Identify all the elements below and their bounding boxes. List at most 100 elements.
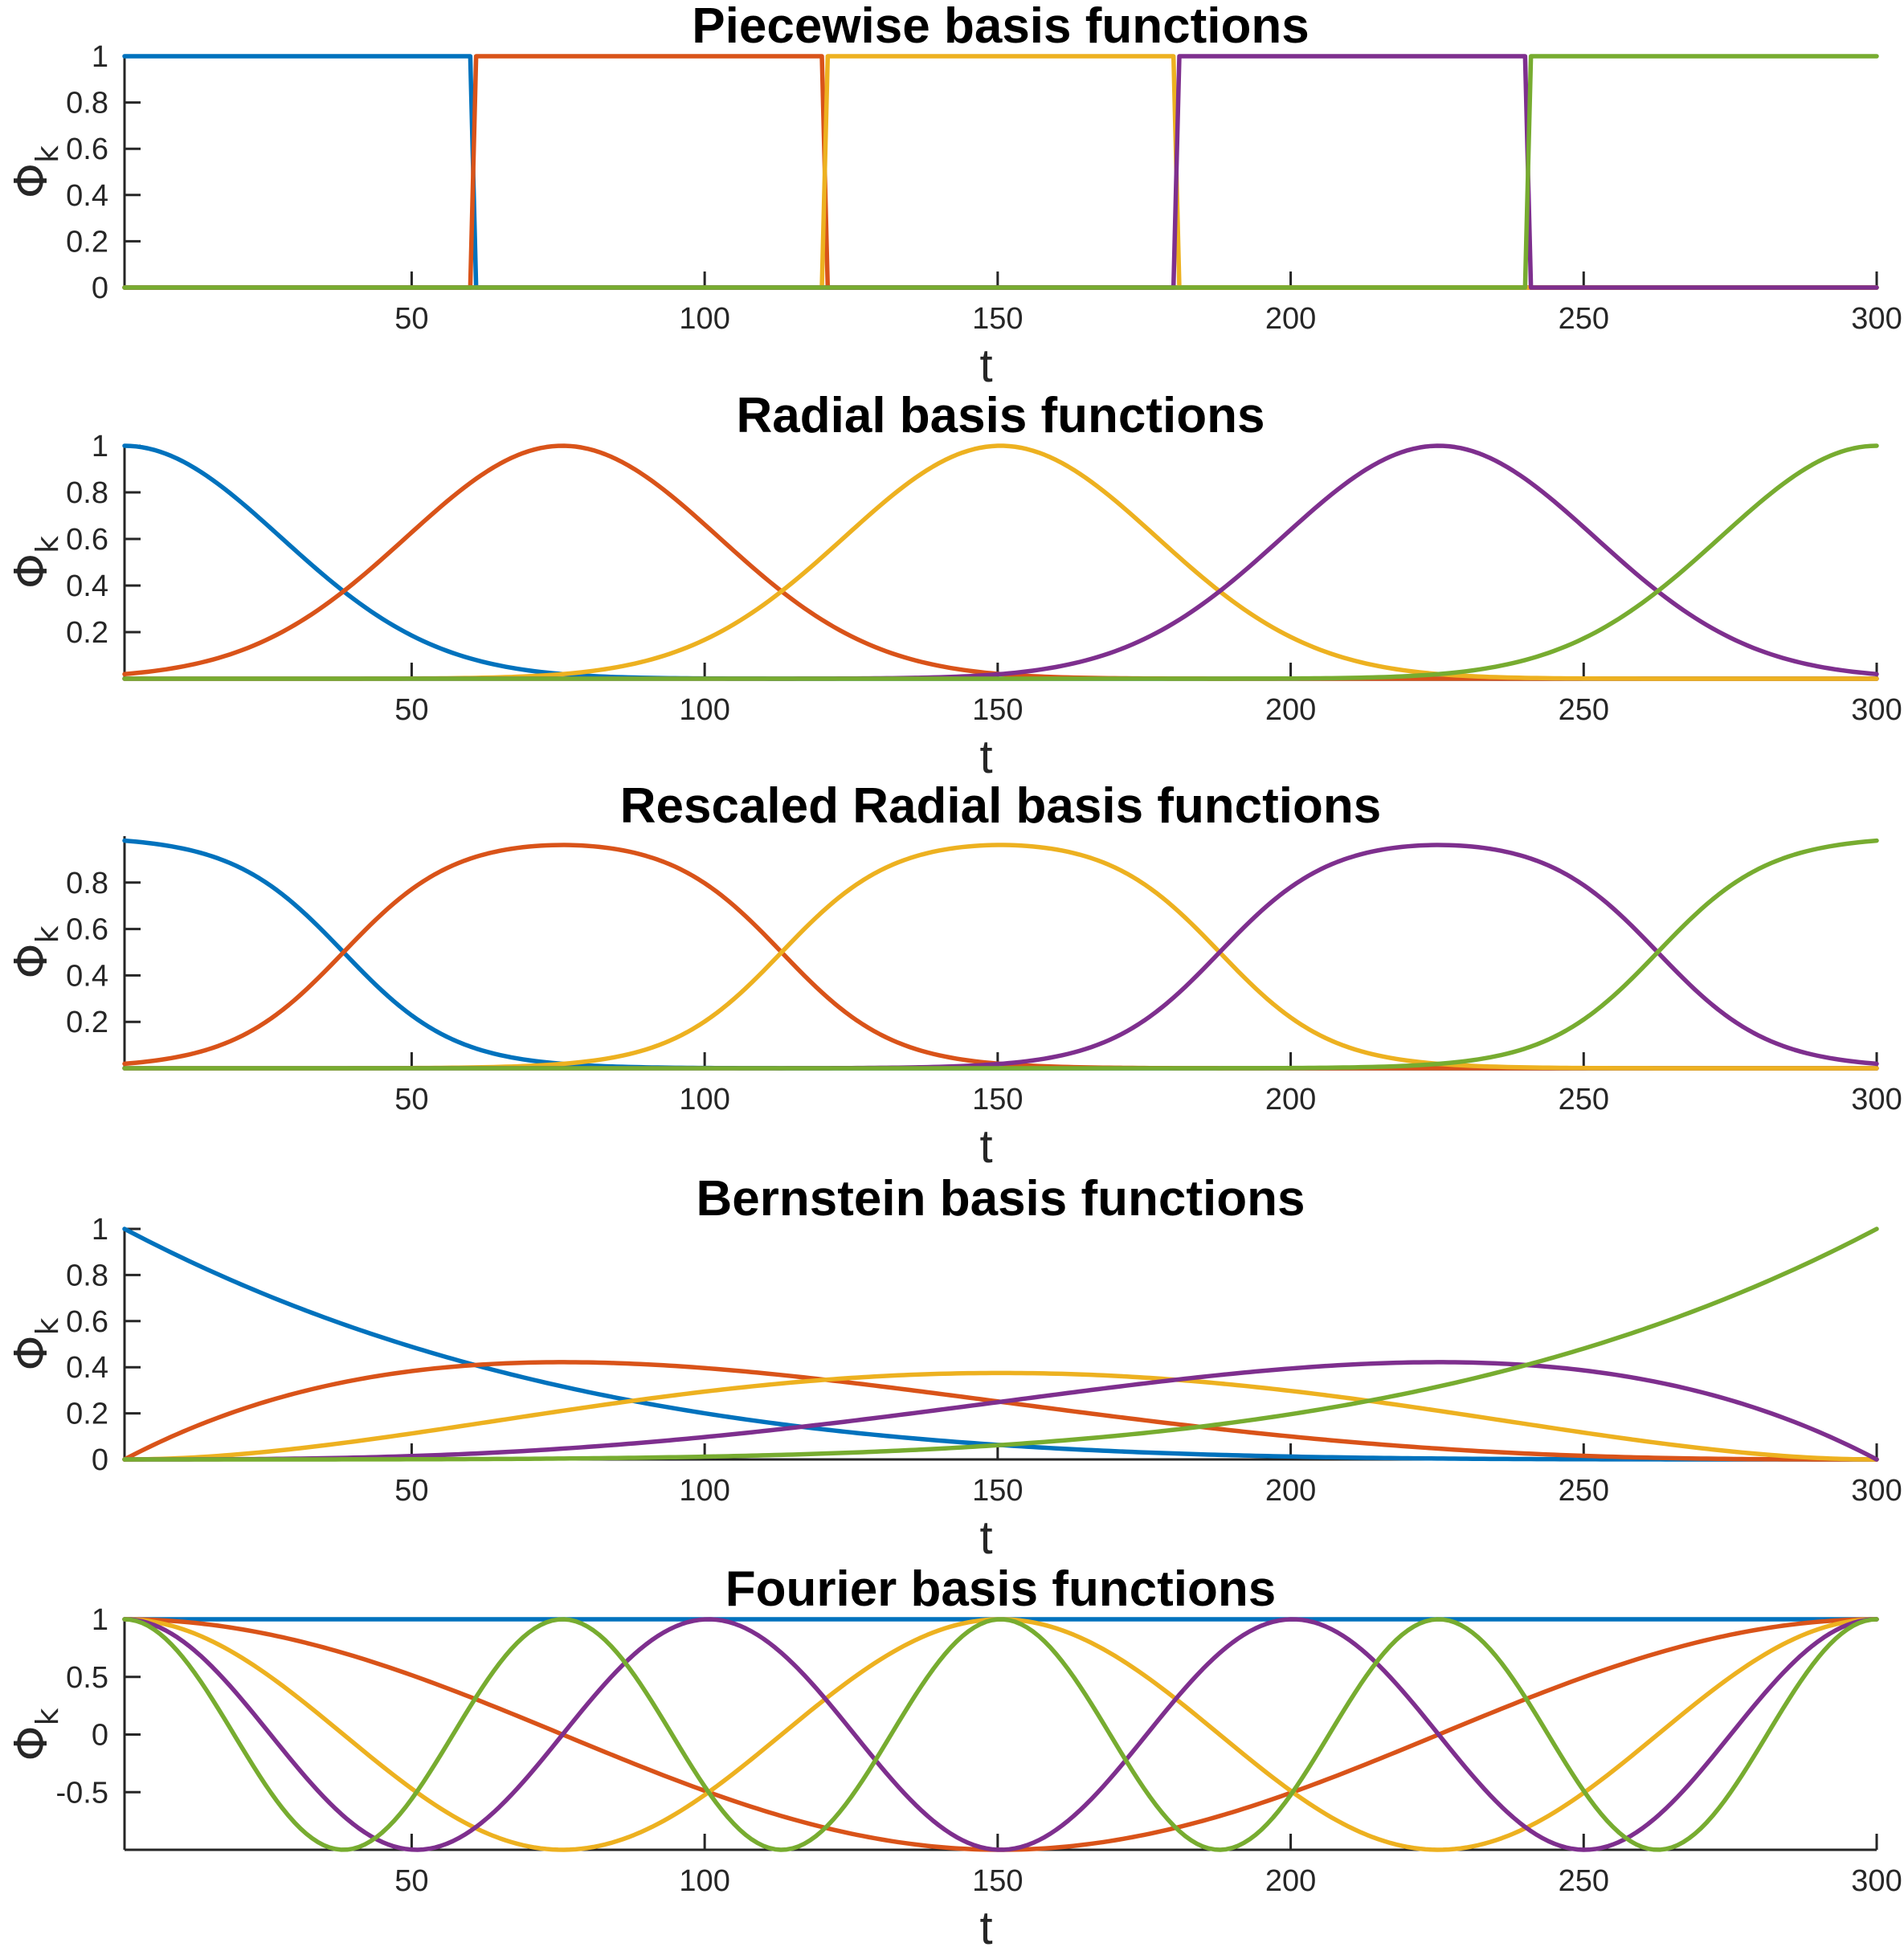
x-tick-label: 250 [1559, 693, 1609, 727]
series-line-k5 [122, 1227, 1879, 1462]
series-line-k2 [122, 443, 1879, 681]
chart-panel-1: Piecewise basis functions 50 100 150 200 250 3… [6, 0, 1902, 392]
y-tick-label: 0 [92, 1443, 108, 1477]
x-tick-label: 100 [679, 302, 729, 336]
series-line-k1 [122, 1227, 1879, 1462]
y-tick-label: 0.2 [66, 225, 108, 259]
x-tick-label: 150 [972, 1083, 1023, 1116]
x-tick-label: 300 [1851, 302, 1902, 336]
x-tick-label: 150 [972, 693, 1023, 727]
y-axis-label: Φk [6, 536, 65, 589]
x-tick-label: 300 [1851, 1864, 1902, 1898]
y-tick-label: 0 [92, 1719, 108, 1753]
x-tick-label: 100 [679, 693, 729, 727]
x-axis-label: t [979, 1902, 992, 1951]
x-axis-label: t [979, 1120, 992, 1173]
series-line-k4 [122, 443, 1879, 681]
x-tick-label: 250 [1559, 302, 1609, 336]
y-tick-label: 0.4 [66, 569, 108, 603]
chart-panel-4: Bernstein basis functions 50 100 150 200 250 3… [6, 1171, 1902, 1564]
chart-panel-2: Radial basis functions 50 100 150 200 250 300 0… [6, 388, 1902, 783]
x-tick-label: 100 [679, 1083, 729, 1116]
series-line-k4 [122, 1617, 1879, 1852]
chart-title: Bernstein basis functions [697, 1171, 1305, 1227]
y-axis-label-symbol: Φ [6, 1725, 58, 1761]
x-tick-label: 100 [679, 1864, 729, 1898]
y-tick-label: -0.5 [56, 1776, 108, 1810]
chart-title: Rescaled Radial basis functions [620, 778, 1382, 834]
series-line-k2 [122, 54, 1879, 290]
series-line-k1 [122, 838, 1879, 1071]
y-tick-label: 0.8 [66, 867, 108, 900]
y-tick-label: 0.2 [66, 1006, 108, 1039]
x-tick-label: 200 [1265, 693, 1316, 727]
series-line-k4 [122, 54, 1879, 290]
series-line-k5 [122, 1617, 1879, 1852]
x-tick-label: 100 [679, 1474, 729, 1508]
y-axis-label-symbol: Φ [6, 943, 58, 978]
y-tick-label: 0.5 [66, 1661, 108, 1695]
x-tick-label: 300 [1851, 693, 1902, 727]
chart-panel-3: Rescaled Radial basis functions 50 100 150 2… [6, 778, 1902, 1173]
series-line-k3 [122, 443, 1879, 681]
x-tick-label: 150 [972, 302, 1023, 336]
y-axis-label-subscript: k [30, 1317, 65, 1335]
x-tick-label: 200 [1265, 302, 1316, 336]
y-axis-label: Φk [6, 925, 65, 978]
y-axis-label: Φk [6, 145, 65, 198]
y-axis-label: Φk [6, 1317, 65, 1370]
x-tick-label: 200 [1265, 1474, 1316, 1508]
series-line-k2 [122, 1617, 1879, 1852]
y-tick-label: 0.2 [66, 616, 108, 650]
x-tick-label: 150 [972, 1864, 1023, 1898]
y-tick-label: 0.2 [66, 1398, 108, 1431]
x-tick-label: 250 [1559, 1864, 1609, 1898]
x-axis-label: t [979, 340, 992, 392]
x-axis-label: t [979, 1512, 992, 1564]
series-line-k3 [122, 54, 1879, 290]
chart-title: Radial basis functions [736, 388, 1265, 443]
y-tick-label: 0.6 [66, 1305, 108, 1339]
x-axis-label: t [979, 731, 992, 783]
x-tick-label: 50 [394, 302, 428, 336]
chart-panel-5: Fourier basis functions 50 100 150 200 250 300… [6, 1561, 1902, 1951]
y-tick-label: 0.4 [66, 179, 108, 213]
series-line-k5 [122, 443, 1879, 681]
chart-title: Fourier basis functions [725, 1561, 1277, 1617]
x-tick-label: 50 [394, 693, 428, 727]
x-tick-label: 50 [394, 1474, 428, 1508]
x-tick-label: 300 [1851, 1474, 1902, 1508]
y-axis-label-symbol: Φ [6, 1335, 58, 1370]
y-axis-label-symbol: Φ [6, 553, 58, 589]
y-tick-label: 1 [92, 1213, 108, 1247]
series-line-k5 [122, 838, 1879, 1071]
series-line-k5 [122, 54, 1879, 290]
y-tick-label: 1 [92, 1603, 108, 1637]
series-line-k3 [122, 1370, 1879, 1462]
y-tick-label: 0.4 [66, 1351, 108, 1385]
y-tick-label: 0.8 [66, 1259, 108, 1292]
y-tick-label: 1 [92, 40, 108, 74]
y-tick-label: 0.8 [66, 87, 108, 120]
series-line-k2 [122, 843, 1879, 1071]
x-tick-label: 250 [1559, 1474, 1609, 1508]
y-axis-label: Φk [6, 1708, 65, 1761]
y-axis-label-subscript: k [30, 925, 65, 943]
x-tick-label: 200 [1265, 1083, 1316, 1116]
x-tick-label: 50 [394, 1864, 428, 1898]
y-axis-label-symbol: Φ [6, 163, 58, 198]
series-line-k4 [122, 843, 1879, 1071]
series-line-k4 [122, 1360, 1879, 1462]
y-axis-label-subscript: k [30, 536, 65, 553]
x-tick-label: 200 [1265, 1864, 1316, 1898]
x-tick-label: 150 [972, 1474, 1023, 1508]
x-tick-label: 300 [1851, 1083, 1902, 1116]
y-tick-label: 0.6 [66, 523, 108, 557]
y-axis-label-subscript: k [30, 145, 65, 163]
y-tick-label: 0.6 [66, 133, 108, 166]
y-tick-label: 0.6 [66, 913, 108, 947]
chart-title: Piecewise basis functions [692, 0, 1309, 54]
x-tick-label: 250 [1559, 1083, 1609, 1116]
y-tick-label: 0 [92, 271, 108, 305]
